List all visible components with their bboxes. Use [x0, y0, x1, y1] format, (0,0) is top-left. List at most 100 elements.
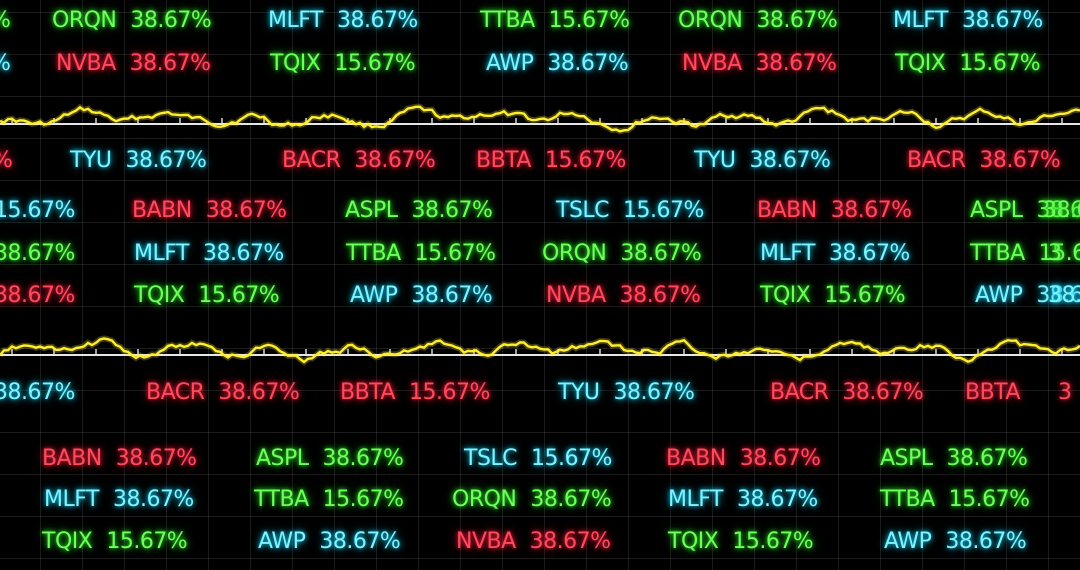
ticker-symbol: BACR	[146, 380, 205, 405]
ticker-change: 15.67%	[106, 529, 188, 554]
ticker-quote-partial: %	[0, 150, 13, 172]
ticker-symbol: BACR	[907, 148, 966, 173]
ticker-change: 38.67%	[322, 446, 404, 471]
ticker-symbol: BABN	[42, 446, 102, 471]
ticker-symbol: TSLC	[556, 198, 610, 223]
ticker-quote: ASPL 38.67%	[880, 446, 1028, 471]
ticker-change: 15.67%	[548, 8, 630, 33]
ticker-change: 15.67%	[948, 487, 1030, 512]
ticker-change: 38.67%	[547, 51, 629, 76]
ticker-quote-partial: 38.67%	[0, 283, 75, 308]
ticker-change: 15.67%	[1038, 241, 1080, 266]
ticker-change: 38.67%	[979, 148, 1061, 173]
ticker-symbol: TTBA	[880, 487, 935, 512]
ticker-change: 38.67%	[112, 487, 194, 512]
ticker-quote-partial: 3	[1048, 241, 1062, 266]
ticker-quote: TQIX 15.67%	[668, 529, 814, 554]
ticker-change: 38.67%	[945, 529, 1027, 554]
ticker-quote: AWP 38.67%	[486, 51, 629, 76]
ticker-quote: MLFT 38.67%	[760, 243, 910, 265]
ticker-change: 15.67%	[544, 148, 626, 173]
ticker-quote: ASPL 38.67%	[970, 200, 1080, 222]
ticker-symbol: NVBA	[456, 529, 516, 554]
ticker-quote: MLFT 38.67%	[134, 243, 284, 265]
ticker-symbol: MLFT	[268, 8, 323, 33]
ticker-quote: TQIX 15.67%	[134, 285, 280, 307]
ticker-symbol: TTBA	[346, 241, 401, 266]
ticker-quote-partial: %	[0, 10, 11, 32]
ticker-symbol: BACR	[282, 148, 341, 173]
ticker-quote-partial: %	[0, 53, 11, 75]
ticker-symbol: BACR	[770, 380, 829, 405]
ticker-quote: AWP 38.67%	[975, 285, 1080, 307]
ticker-quote-partial: 38.	[1048, 283, 1080, 308]
ticker-quote: TSLC 15.67%	[464, 448, 612, 470]
ticker-symbol: TQIX	[895, 51, 946, 76]
ticker-symbol: ASPL	[880, 446, 933, 471]
ticker-change: 15.67%	[322, 487, 404, 512]
ticker-change: 38.67%	[218, 380, 300, 405]
ticker-symbol: AWP	[350, 283, 398, 308]
ticker-symbol: TQIX	[668, 529, 719, 554]
ticker-quote-partial: 15.67%	[0, 198, 75, 223]
ticker-change: 15.67%	[408, 380, 490, 405]
ticker-symbol: BBTA	[476, 148, 531, 173]
ticker-quote: TTBA 15.67%	[970, 243, 1080, 265]
ticker-symbol: BABN	[132, 198, 192, 223]
ticker-change: 15.67%	[531, 446, 612, 471]
ticker-change: 38.67%	[205, 198, 287, 223]
ticker-change: 38.67%	[756, 8, 838, 33]
ticker-symbol: TSLC	[464, 446, 518, 471]
ticker-quote-partial: 38.6	[1043, 198, 1080, 223]
ticker-quote: TTBA 15.67%	[254, 489, 404, 511]
ticker-symbol: ORQN	[452, 487, 517, 512]
ticker-change: 38.67%	[530, 487, 612, 512]
ticker-quote: TYU 38.67%	[694, 150, 831, 172]
ticker-change: 38.67%	[619, 283, 701, 308]
ticker-symbol: ASPL	[345, 198, 398, 223]
ticker-quote: NVBA 38.67%	[682, 53, 837, 75]
ticker-change: 38.67%	[1036, 198, 1080, 223]
ticker-quote: BACR 38.67%	[770, 380, 924, 405]
ticker-quote: BABN 38.67%	[757, 200, 912, 222]
ticker-quote: AWP 38.67%	[258, 529, 401, 554]
ticker-quote: AWP 38.67%	[350, 283, 493, 308]
ticker-change: 38.67%	[828, 241, 910, 266]
ticker-quote: BBTA 15.67%	[476, 150, 626, 172]
ticker-symbol: NVBA	[682, 51, 742, 76]
ticker-symbol: TTBA	[254, 487, 309, 512]
ticker-change: 38.67%	[202, 241, 284, 266]
ticker-change: 38.67%	[755, 51, 837, 76]
ticker-quote: BACR 38.67%	[907, 148, 1061, 173]
ticker-change: 38.67%	[1036, 283, 1080, 308]
ticker-change: 15.67%	[334, 51, 416, 76]
ticker-quote: MLFT 38.67%	[668, 489, 818, 511]
ticker-symbol: TTBA	[480, 8, 535, 33]
ticker-quote: TTBA 15.67%	[880, 489, 1030, 511]
ticker-symbol: NVBA	[56, 51, 116, 76]
ticker-quote-partial: 38.67%	[0, 380, 75, 405]
ticker-symbol: ASPL	[256, 446, 309, 471]
ticker-change: 15.67%	[824, 283, 906, 308]
ticker-quote: BACR 38.67%	[146, 380, 300, 405]
ticker-change: 38.67%	[739, 446, 821, 471]
ticker-change: 38.67%	[946, 446, 1028, 471]
ticker-quote-partial: 38.67%	[0, 241, 75, 266]
price-line	[0, 105, 1080, 133]
ticker-quote: MLFT 38.67%	[893, 10, 1043, 32]
ticker-symbol: BBTA	[965, 380, 1020, 405]
ticker-quote: ORQN 38.67%	[52, 10, 212, 32]
ticker-symbol: ORQN	[678, 8, 743, 33]
ticker-quote: TQIX 15.67%	[42, 529, 188, 554]
ticker-quote: TQIX 15.67%	[895, 51, 1041, 76]
ticker-symbol: TQIX	[42, 529, 93, 554]
ticker-quote: ORQN 38.67%	[452, 487, 612, 512]
ticker-quote: ASPL 38.67%	[345, 198, 493, 223]
ticker-quote: ORQN 38.67%	[542, 243, 702, 265]
ticker-symbol: BABN	[666, 446, 726, 471]
ticker-symbol: MLFT	[44, 487, 99, 512]
ticker-change: 38.67%	[411, 283, 493, 308]
ticker-change: 38.67%	[319, 529, 401, 554]
